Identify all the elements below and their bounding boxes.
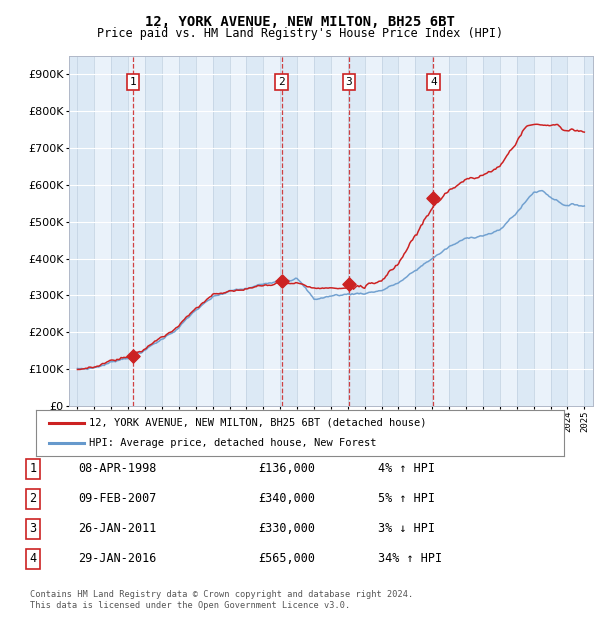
Bar [111, 56, 128, 406]
Bar [533, 56, 551, 406]
Text: 08-APR-1998: 08-APR-1998 [78, 463, 157, 476]
Text: 12, YORK AVENUE, NEW MILTON, BH25 6BT (detached house): 12, YORK AVENUE, NEW MILTON, BH25 6BT (d… [89, 418, 426, 428]
Bar [331, 56, 348, 406]
Text: 5% ↑ HPI: 5% ↑ HPI [378, 492, 435, 505]
Bar [212, 56, 230, 406]
Bar [263, 56, 280, 406]
Bar [314, 56, 331, 406]
Point [344, 280, 354, 290]
Text: 4: 4 [29, 552, 37, 565]
Bar [179, 56, 196, 406]
Bar [230, 56, 247, 406]
Point [428, 193, 438, 203]
Bar [551, 56, 568, 406]
Bar [77, 56, 94, 406]
Bar [280, 56, 297, 406]
Bar [196, 56, 212, 406]
Bar [568, 56, 584, 406]
Bar [365, 56, 382, 406]
Bar [466, 56, 483, 406]
Text: 4: 4 [430, 77, 437, 87]
Bar [449, 56, 466, 406]
Text: 4% ↑ HPI: 4% ↑ HPI [378, 463, 435, 476]
Bar [415, 56, 432, 406]
Bar [162, 56, 179, 406]
Text: 1: 1 [130, 77, 136, 87]
Text: £330,000: £330,000 [258, 522, 315, 535]
Text: Price paid vs. HM Land Registry's House Price Index (HPI): Price paid vs. HM Land Registry's House … [97, 27, 503, 40]
Text: £565,000: £565,000 [258, 552, 315, 565]
Text: 12, YORK AVENUE, NEW MILTON, BH25 6BT: 12, YORK AVENUE, NEW MILTON, BH25 6BT [145, 16, 455, 30]
Text: HPI: Average price, detached house, New Forest: HPI: Average price, detached house, New … [89, 438, 376, 448]
Bar [145, 56, 162, 406]
Text: £136,000: £136,000 [258, 463, 315, 476]
Bar [128, 56, 145, 406]
Text: 3: 3 [346, 77, 352, 87]
Text: 1: 1 [29, 463, 37, 476]
Point [128, 351, 137, 361]
Bar [94, 56, 111, 406]
Text: 26-JAN-2011: 26-JAN-2011 [78, 522, 157, 535]
Text: 3: 3 [29, 522, 37, 535]
Text: £340,000: £340,000 [258, 492, 315, 505]
Point [277, 276, 286, 286]
Text: 2: 2 [29, 492, 37, 505]
Text: 34% ↑ HPI: 34% ↑ HPI [378, 552, 442, 565]
Bar [500, 56, 517, 406]
Text: 09-FEB-2007: 09-FEB-2007 [78, 492, 157, 505]
Bar [432, 56, 449, 406]
Text: Contains HM Land Registry data © Crown copyright and database right 2024.
This d: Contains HM Land Registry data © Crown c… [30, 590, 413, 609]
Text: 29-JAN-2016: 29-JAN-2016 [78, 552, 157, 565]
Bar [247, 56, 263, 406]
Text: 2: 2 [278, 77, 285, 87]
Bar [382, 56, 398, 406]
Bar [297, 56, 314, 406]
Bar [348, 56, 365, 406]
Bar [398, 56, 415, 406]
Bar [517, 56, 533, 406]
Bar [483, 56, 500, 406]
Text: 3% ↓ HPI: 3% ↓ HPI [378, 522, 435, 535]
